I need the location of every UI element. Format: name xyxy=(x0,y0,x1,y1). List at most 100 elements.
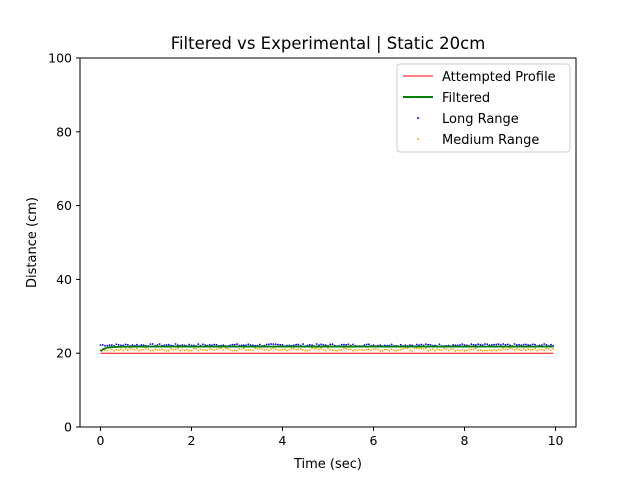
long-range-point xyxy=(500,344,502,346)
medium-range-point xyxy=(504,348,507,351)
medium-range-point xyxy=(281,348,284,351)
medium-range-point xyxy=(404,347,407,350)
medium-range-point xyxy=(106,350,109,352)
medium-range-point xyxy=(397,349,400,351)
long-range-point xyxy=(295,343,298,346)
medium-range-point xyxy=(204,349,207,351)
medium-range-point xyxy=(299,348,302,351)
legend-swatch-long-range xyxy=(417,117,419,119)
long-range-point xyxy=(106,344,109,347)
long-range-point xyxy=(165,344,168,346)
long-range-point xyxy=(324,344,327,347)
medium-range-point xyxy=(420,347,423,350)
long-range-point xyxy=(297,343,300,346)
medium-range-point xyxy=(113,349,116,352)
long-range-point xyxy=(525,343,527,346)
medium-range-point xyxy=(386,348,389,351)
medium-range-point xyxy=(324,349,327,352)
medium-range-point xyxy=(283,348,286,351)
long-range-point xyxy=(108,344,111,347)
medium-range-point xyxy=(252,349,254,352)
medium-range-point xyxy=(440,349,443,352)
legend-box xyxy=(396,63,571,153)
x-tick-label: 10 xyxy=(548,433,564,448)
medium-range-point xyxy=(297,348,300,351)
long-range-point xyxy=(258,343,261,346)
medium-range-point xyxy=(183,349,186,352)
medium-range-point xyxy=(345,347,348,350)
medium-range-point xyxy=(536,349,539,352)
long-range-point xyxy=(352,343,354,346)
medium-range-point xyxy=(409,349,411,352)
long-range-point xyxy=(363,344,366,346)
medium-range-point xyxy=(254,347,257,350)
medium-range-point xyxy=(395,349,398,352)
long-range-point xyxy=(372,344,375,346)
long-range-point xyxy=(135,343,138,346)
medium-range-point xyxy=(349,348,352,351)
long-range-point xyxy=(420,343,423,346)
long-range-point xyxy=(470,343,473,346)
medium-range-point xyxy=(358,348,361,351)
x-tick-label: 4 xyxy=(279,433,287,448)
medium-range-point xyxy=(461,349,464,351)
medium-range-point xyxy=(122,349,125,352)
long-range-point xyxy=(315,343,318,345)
medium-range-point xyxy=(186,348,188,351)
long-range-point xyxy=(340,343,343,346)
medium-range-point xyxy=(374,348,377,350)
medium-range-point xyxy=(340,349,343,351)
medium-range-point xyxy=(304,349,307,352)
long-range-point xyxy=(99,344,102,347)
medium-range-point xyxy=(267,349,270,352)
long-range-point xyxy=(486,343,489,346)
x-tick-label: 2 xyxy=(188,433,196,448)
medium-range-point xyxy=(295,348,298,351)
medium-range-point xyxy=(438,348,441,351)
medium-range-point xyxy=(161,348,163,351)
medium-range-point xyxy=(463,349,466,352)
medium-range-point xyxy=(211,348,213,351)
long-range-point xyxy=(302,343,304,345)
medium-range-point xyxy=(222,348,225,351)
long-range-point xyxy=(343,343,345,346)
medium-range-point xyxy=(402,348,404,350)
medium-range-point xyxy=(240,348,243,351)
medium-range-point xyxy=(454,350,457,352)
medium-range-point xyxy=(484,349,486,352)
long-range-point xyxy=(222,344,225,347)
y-axis-label: Distance (cm) xyxy=(25,197,40,288)
medium-range-point xyxy=(465,349,468,352)
legend-label-medium-range: Medium Range xyxy=(442,133,539,148)
medium-range-point xyxy=(379,349,382,352)
legend-label-filtered: Filtered xyxy=(442,91,490,106)
long-range-point xyxy=(181,344,184,346)
long-range-point xyxy=(479,343,482,346)
long-range-point xyxy=(265,343,268,346)
medium-range-point xyxy=(447,349,450,352)
medium-range-point xyxy=(333,349,336,352)
medium-range-point xyxy=(543,349,546,352)
long-range-point xyxy=(120,344,122,347)
medium-range-point xyxy=(110,348,113,351)
medium-range-point xyxy=(167,349,170,352)
long-range-point xyxy=(515,344,518,346)
medium-range-point xyxy=(272,347,275,350)
long-range-point xyxy=(418,344,420,347)
medium-range-point xyxy=(479,349,482,351)
medium-range-point xyxy=(151,349,154,352)
medium-range-point xyxy=(370,349,373,352)
x-tick-label: 0 xyxy=(97,433,105,448)
long-range-point xyxy=(215,343,218,346)
medium-range-point xyxy=(434,349,436,352)
medium-range-point xyxy=(174,348,177,351)
medium-range-point xyxy=(192,347,195,350)
medium-range-point xyxy=(208,347,211,350)
medium-range-point xyxy=(354,348,357,351)
long-range-point xyxy=(472,343,475,346)
medium-range-point xyxy=(352,349,354,352)
medium-range-point xyxy=(224,347,227,350)
long-range-point xyxy=(274,343,277,346)
long-range-point xyxy=(497,343,500,346)
